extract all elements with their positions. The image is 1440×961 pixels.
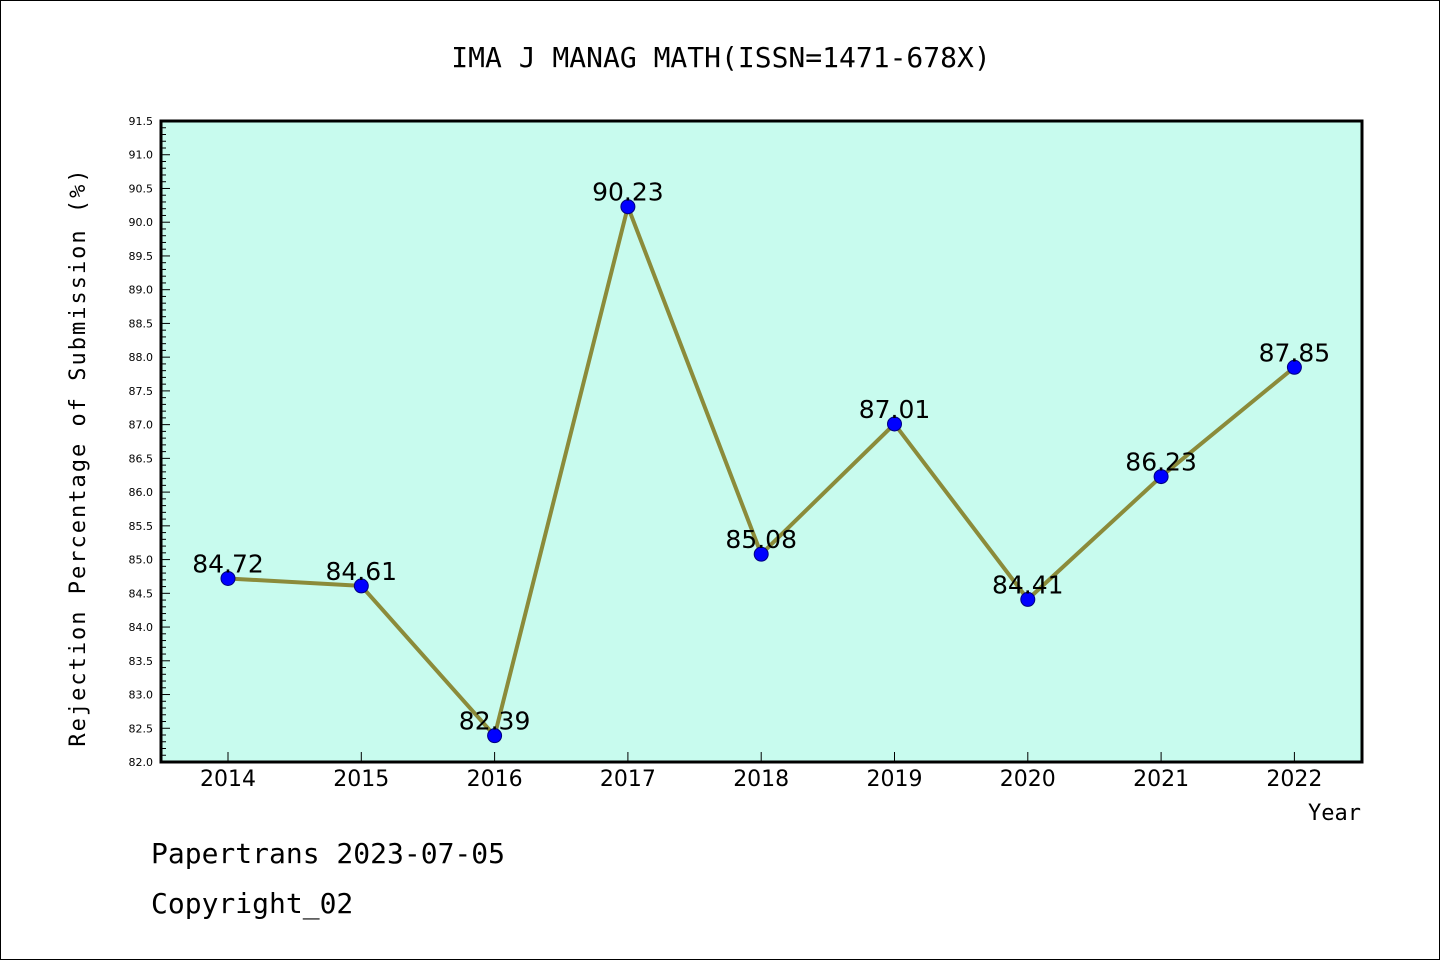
y-tick-label: 88.5 (129, 317, 154, 330)
x-tick-label: 2018 (733, 767, 789, 792)
x-tick-label: 2022 (1266, 767, 1322, 792)
data-labels: 84.72 84.61 82.39 90.23 85.08 87.01 84.41 86.23… (192, 178, 1330, 736)
data-point (220, 570, 236, 586)
x-tick-label: 2021 (1133, 767, 1189, 792)
plot-area (159, 119, 1364, 764)
data-label: 85.08 (725, 525, 797, 554)
data-point (887, 416, 902, 432)
footer-copyright: Copyright_02 (151, 887, 354, 920)
data-label: 90.23 (592, 178, 664, 207)
data-point (487, 728, 503, 744)
x-tick-label: 2020 (1000, 767, 1056, 792)
data-point (753, 546, 769, 562)
x-tick-label: 2019 (867, 767, 923, 792)
x-tick-label: 2014 (200, 767, 256, 792)
y-tick-label: 89.0 (129, 284, 154, 297)
x-axis-label: Year (1308, 801, 1361, 826)
chart-title: IMA J MANAG MATH(ISSN=1471-678X) (451, 41, 990, 74)
data-point (1153, 469, 1169, 485)
y-tick-label: 84.5 (129, 587, 154, 600)
y-tick-label: 91.0 (129, 149, 154, 162)
x-axis-ticks: 2014 2015 2016 2017 2018 2019 2020 2021 2022 (200, 752, 1322, 792)
y-axis-ticks: 82.0 82.5 83.0 83.5 84.0 84.5 85.0 85.5 86.0 86.5… (129, 115, 170, 769)
series-markers (220, 199, 1302, 744)
y-tick-label: 85.0 (129, 554, 154, 567)
y-tick-label: 86.0 (129, 486, 154, 499)
y-tick-label: 87.0 (129, 419, 154, 432)
data-label: 84.72 (192, 549, 264, 578)
data-label: 82.39 (459, 707, 531, 736)
y-tick-label: 84.0 (129, 621, 154, 634)
data-point (620, 199, 636, 215)
data-point (1286, 359, 1302, 375)
y-axis-label: Rejection Percentage of Submission (%) (66, 167, 91, 746)
x-tick-label: 2015 (333, 767, 389, 792)
data-label: 84.61 (326, 557, 398, 586)
data-label: 87.85 (1259, 338, 1331, 367)
y-tick-label: 82.0 (129, 756, 154, 769)
data-label: 87.01 (859, 395, 931, 424)
y-tick-label: 83.0 (129, 689, 154, 702)
data-label: 86.23 (1125, 448, 1197, 477)
y-tick-label: 91.5 (129, 115, 154, 128)
y-tick-label: 90.0 (129, 216, 154, 229)
y-tick-label: 83.5 (129, 655, 154, 668)
x-tick-label: 2016 (467, 767, 523, 792)
footer-date: Papertrans 2023-07-05 (151, 837, 506, 870)
y-tick-label: 85.5 (129, 520, 154, 533)
data-label: 84.41 (992, 570, 1064, 599)
x-tick-label: 2017 (600, 767, 656, 792)
data-point (1020, 591, 1036, 607)
y-tick-label: 82.5 (129, 722, 154, 735)
data-point (353, 578, 369, 594)
y-tick-label: 90.5 (129, 182, 154, 195)
y-tick-label: 87.5 (129, 385, 154, 398)
y-tick-label: 89.5 (129, 250, 154, 263)
y-tick-label: 86.5 (129, 452, 154, 465)
y-tick-label: 88.0 (129, 351, 154, 364)
